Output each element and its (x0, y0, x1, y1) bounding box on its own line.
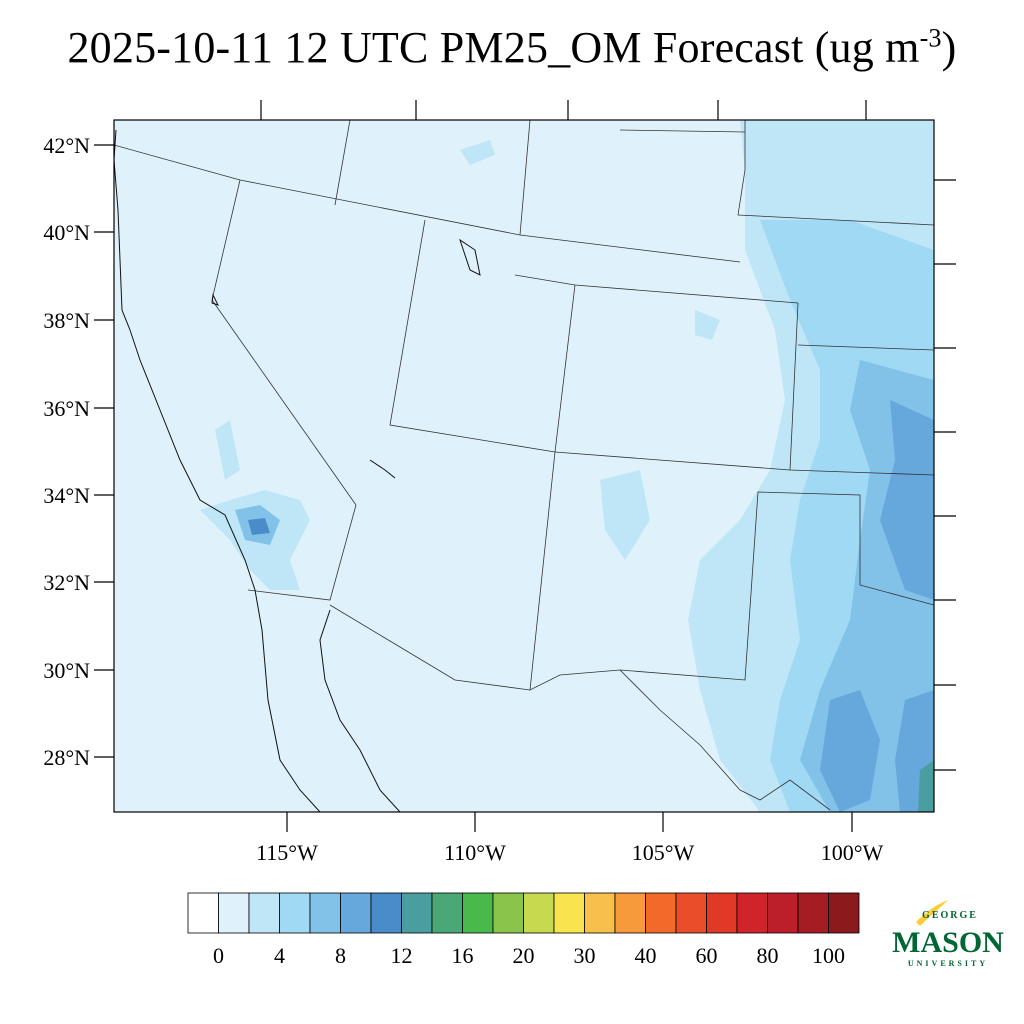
colorbar-swatch (401, 892, 433, 934)
colorbar-swatch (309, 892, 341, 934)
lat-label: 32°N (43, 570, 90, 595)
field-patch-4 (918, 760, 934, 812)
field-patch-north (460, 140, 495, 165)
chart-title: 2025-10-11 12 UTC PM25_OM Forecast (ug m… (0, 22, 1024, 73)
colorbar-swatch (553, 892, 585, 934)
colorbar-swatch (279, 892, 311, 934)
colorbar-swatch (767, 892, 799, 934)
colorbar-swatch (462, 892, 494, 934)
socal-plume-core (248, 518, 270, 535)
logo-flame-icon (916, 900, 948, 926)
colorbar-swatch (492, 892, 524, 934)
colorbar-label: 60 (696, 943, 718, 968)
colorbar-swatch (431, 892, 463, 934)
lon-label: 110°W (444, 840, 506, 865)
coastline (114, 129, 481, 812)
title-text: 2025-10-11 12 UTC PM25_OM Forecast (ug m (67, 23, 920, 72)
colorbar-label: 8 (335, 943, 346, 968)
lon-label: 100°W (821, 840, 884, 865)
colorbar-label: 30 (574, 943, 596, 968)
colorbar-swatch (523, 892, 555, 934)
left-ticks (94, 144, 114, 758)
field-patch-2 (820, 690, 880, 812)
colorbar-swatch (675, 892, 707, 934)
map-panel (114, 120, 934, 812)
colorbar-label: 40 (635, 943, 657, 968)
colorbar-swatch (370, 892, 402, 934)
gmu-logo: GEORGE MASON UNIVERSITY (892, 900, 1004, 968)
colorbar-swatch (340, 892, 372, 934)
lat-label: 30°N (43, 658, 90, 683)
colorbar-label: 12 (391, 943, 413, 968)
state-borders (114, 120, 934, 811)
lat-label: 28°N (43, 745, 90, 770)
lon-labels: 115°W 110°W 105°W 100°W (256, 840, 883, 865)
colorbar-swatch (187, 892, 219, 934)
logo-line3: UNIVERSITY (908, 959, 988, 968)
colorbar-swatch (797, 892, 829, 934)
field-patch-nm (600, 470, 650, 560)
colorbar-label: 20 (513, 943, 535, 968)
lon-label: 115°W (256, 840, 318, 865)
colorbar-label: 80 (757, 943, 779, 968)
colorbar-swatch (614, 892, 646, 934)
central-valley-plume (215, 420, 240, 480)
logo-line2: MASON (892, 926, 1004, 959)
colorbar-label: 0 (213, 943, 224, 968)
colorbar-swatch (706, 892, 738, 934)
colorbar-label: 100 (812, 943, 845, 968)
colorbar-label: 16 (452, 943, 474, 968)
lat-label: 38°N (43, 308, 90, 333)
lat-label: 36°N (43, 396, 90, 421)
colorbar-label: 4 (274, 943, 285, 968)
colorbar-swatch (218, 892, 250, 934)
lat-label: 34°N (43, 483, 90, 508)
title-exponent: -3 (919, 23, 942, 53)
lat-labels: 42°N 40°N 38°N 36°N 34°N 32°N 30°N 28°N (43, 133, 90, 770)
lat-label: 40°N (43, 220, 90, 245)
colorbar-swatch (736, 892, 768, 934)
field-patch-co (695, 310, 720, 340)
right-ticks (934, 179, 956, 771)
logo-line1: GEORGE (922, 910, 978, 921)
bottom-ticks (286, 812, 853, 832)
colorbar-swatch (584, 892, 616, 934)
colorbar-swatch (645, 892, 677, 934)
top-ticks (260, 100, 867, 120)
lon-label: 105°W (632, 840, 695, 865)
title-close: ) (941, 23, 957, 72)
colorbar-swatch (248, 892, 280, 934)
colorbar-labels: 0 4 8 12 16 20 30 40 60 80 100 (213, 943, 845, 968)
colorbar (187, 892, 860, 934)
colorbar-swatch (828, 892, 860, 934)
map-frame (113, 119, 935, 813)
field-patch-1 (880, 400, 934, 600)
lat-label: 42°N (43, 133, 90, 158)
